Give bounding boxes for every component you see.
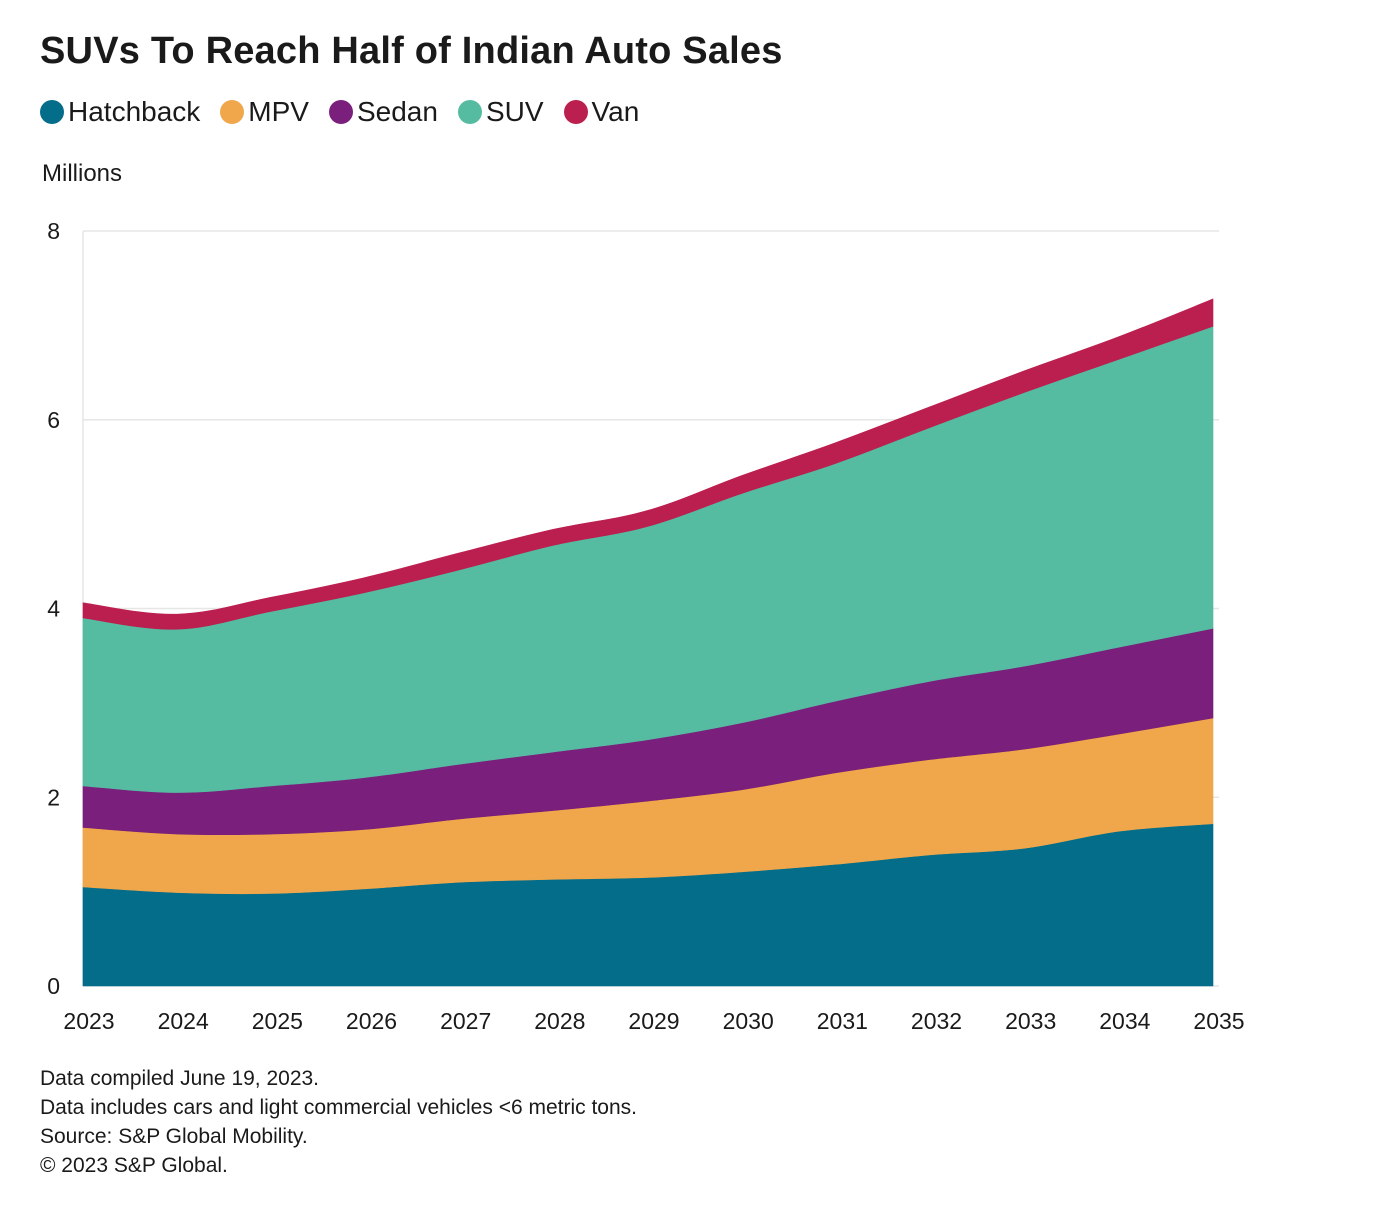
legend-item-van: Van (563, 96, 640, 128)
footer-source: Source: S&P Global Mobility. (40, 1125, 308, 1148)
x-tick-label: 2023 (63, 1008, 114, 1034)
legend-swatch-mpv (220, 100, 245, 124)
x-tick-label: 2030 (723, 1008, 774, 1034)
y-axis-unit-label: Millions (42, 160, 123, 187)
x-tick-label: 2028 (534, 1008, 585, 1034)
x-tick-label: 2029 (628, 1008, 679, 1034)
area-van (82, 298, 1214, 630)
y-tick-label: 6 (47, 407, 60, 433)
legend-swatch-suv (457, 100, 482, 124)
legend-swatch-van (563, 100, 588, 124)
legend-swatch-hatchback (40, 100, 64, 124)
x-tick-label: 2034 (1099, 1008, 1150, 1034)
chart-footer: Data compiled June 19, 2023. Data includ… (40, 1064, 637, 1180)
x-tick-label: 2035 (1193, 1008, 1244, 1034)
x-tick-label: 2026 (346, 1008, 397, 1034)
x-tick-label: 2032 (911, 1008, 962, 1034)
x-tick-label: 2025 (252, 1008, 303, 1034)
footer-date-note: Data compiled June 19, 2023. (40, 1067, 320, 1090)
legend-label-suv: SUV (485, 96, 544, 127)
legend-label-van: Van (591, 96, 640, 127)
x-tick-label: 2033 (1005, 1008, 1056, 1034)
legend-item-suv: SUV (457, 96, 544, 128)
legend-item-mpv: MPV (220, 96, 309, 128)
y-tick-label: 2 (47, 784, 60, 810)
chart-title: SUVs To Reach Half of Indian Auto Sales (40, 30, 783, 72)
x-tick-label: 2027 (440, 1008, 491, 1034)
stacked-area-chart: 0 2 4 6 8 2023 2024 2025 2026 2027 2028 2029 2030 203… (47, 218, 1244, 1034)
legend-item-sedan: Sedan (328, 96, 438, 128)
footer-copyright: © 2023 S&P Global. (40, 1154, 228, 1177)
footer-scope-note: Data includes cars and light commercial … (40, 1096, 638, 1119)
legend-label-mpv: MPV (248, 96, 309, 127)
legend-label-hatchback: Hatchback (68, 96, 201, 127)
legend-swatch-sedan (328, 100, 353, 124)
y-tick-label: 0 (47, 973, 60, 999)
area-series-group (82, 298, 1214, 987)
axis-labels: 0 2 4 6 8 2023 2024 2025 2026 2027 2028 2029 2030 203… (47, 218, 1244, 1034)
chart-legend: Hatchback MPV Sedan SUV Van (40, 92, 659, 132)
legend-label-sedan: Sedan (356, 96, 438, 127)
y-tick-label: 4 (47, 596, 60, 622)
legend-item-hatchback: Hatchback (40, 96, 200, 128)
x-tick-label: 2031 (817, 1008, 868, 1034)
x-tick-label: 2024 (158, 1008, 209, 1034)
y-tick-label: 8 (47, 218, 60, 244)
